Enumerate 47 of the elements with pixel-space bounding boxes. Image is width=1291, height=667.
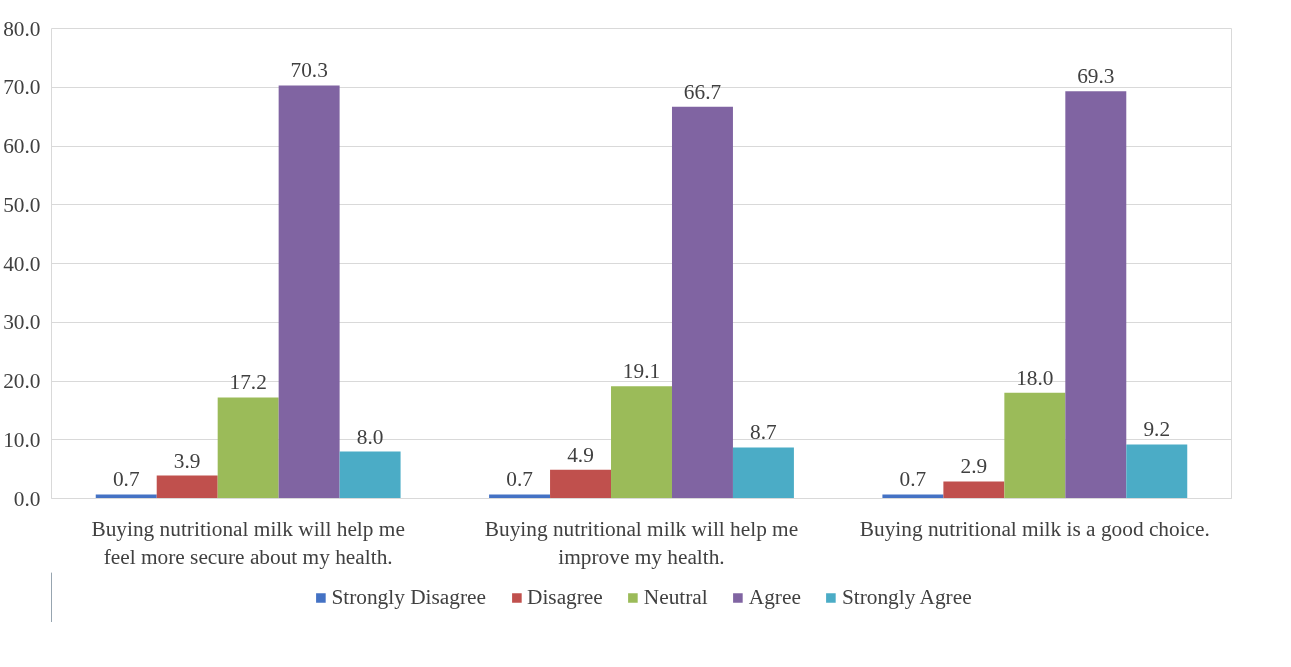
bar — [732, 447, 794, 499]
bar — [156, 475, 218, 499]
legend-label: Disagree — [527, 584, 603, 610]
data-label: 8.0 — [356, 424, 384, 449]
legend-label: Neutral — [643, 584, 708, 610]
data-label: 69.3 — [1077, 64, 1115, 89]
y-tick-label: 70.0 — [3, 75, 41, 100]
bar — [95, 494, 157, 499]
data-label: 17.2 — [229, 370, 267, 395]
data-label: 9.2 — [1143, 417, 1171, 442]
data-label: 0.7 — [899, 467, 927, 492]
data-label: 3.9 — [173, 448, 201, 473]
x-tick-label: Buying nutritional milk will help me feel more secure about my health. — [91, 516, 405, 570]
bar — [217, 397, 279, 499]
y-tick-label: 50.0 — [3, 192, 41, 217]
y-tick-label: 40.0 — [3, 251, 41, 276]
y-tick-label: 10.0 — [3, 427, 41, 452]
y-tick-label: 0.0 — [13, 486, 41, 511]
data-label: 0.7 — [506, 467, 534, 492]
bar — [1004, 392, 1066, 499]
data-label: 2.9 — [960, 454, 988, 479]
x-tick-label: Buying nutritional milk is a good choice. — [859, 516, 1210, 541]
bar — [1126, 444, 1188, 499]
data-label: 70.3 — [290, 58, 328, 83]
legend-label: Strongly Agree — [841, 584, 972, 610]
y-tick-label: 80.0 — [3, 16, 41, 41]
y-tick-label: 30.0 — [3, 310, 41, 335]
bar — [278, 85, 340, 499]
data-label: 66.7 — [683, 79, 722, 104]
bar — [339, 451, 401, 499]
x-tick-label: Buying nutritional milk will help me improve my health. — [484, 516, 799, 570]
bar — [1065, 91, 1127, 499]
legend-label: Agree — [748, 584, 801, 610]
y-tick-label: 20.0 — [3, 369, 41, 393]
bar — [943, 481, 1005, 499]
bar — [550, 469, 612, 499]
bar — [489, 494, 551, 499]
bar — [671, 106, 733, 499]
data-label: 19.1 — [622, 359, 661, 384]
bar — [882, 494, 944, 499]
data-label: 8.7 — [750, 420, 778, 445]
bar — [611, 386, 672, 499]
legend-label: Strongly Disagree — [331, 584, 486, 610]
data-label: 18.0 — [1016, 365, 1054, 390]
y-tick-label: 60.0 — [3, 134, 41, 158]
data-label: 4.9 — [567, 442, 594, 467]
data-label: 0.7 — [112, 467, 140, 492]
